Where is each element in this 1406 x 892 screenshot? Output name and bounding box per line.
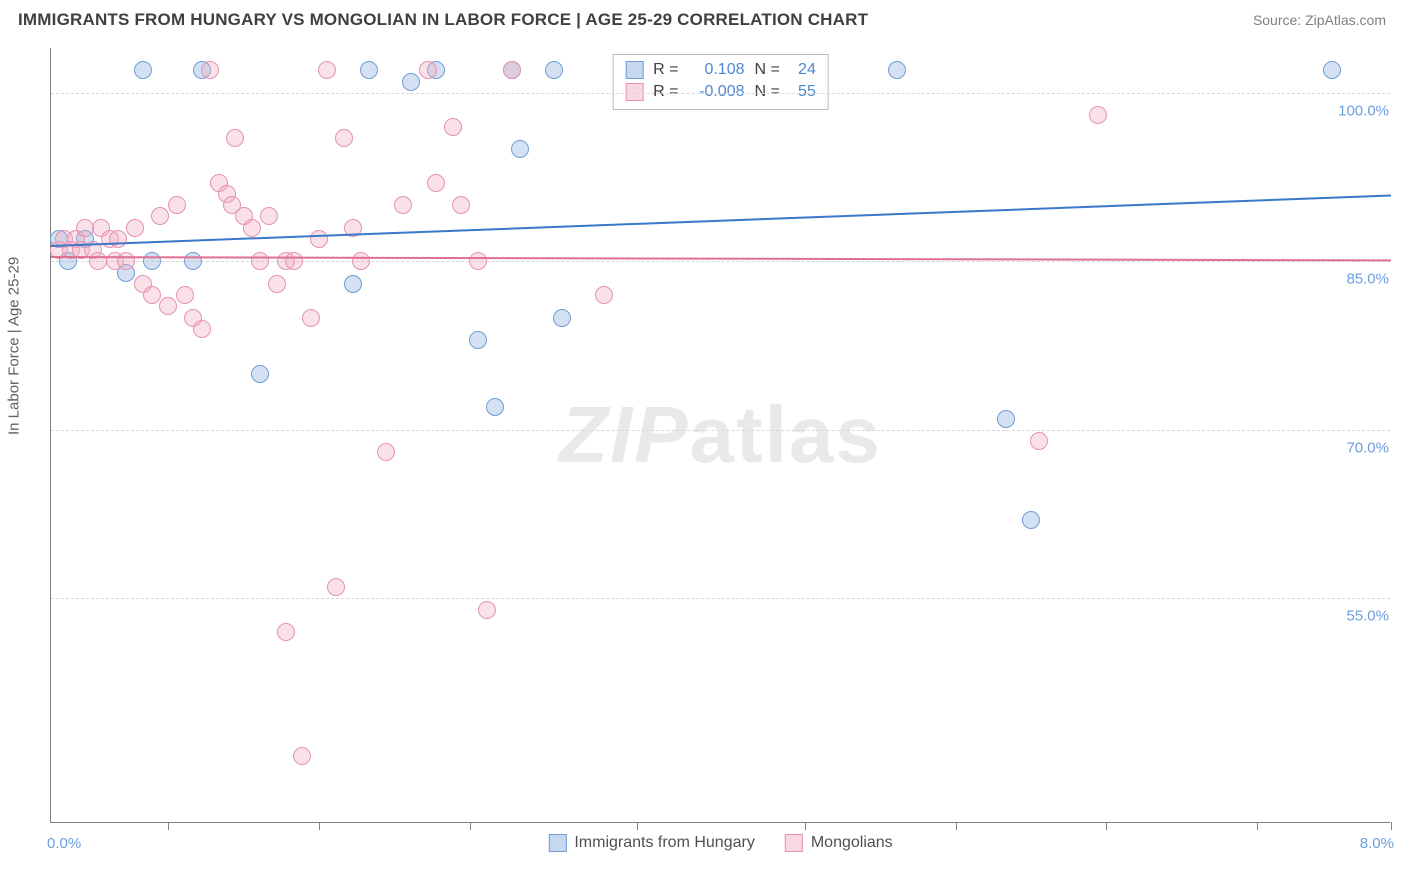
data-point [419, 61, 437, 79]
data-point [151, 207, 169, 225]
stat-row-blue: R = 0.108 N = 24 [625, 59, 816, 81]
x-axis-tick [637, 822, 638, 830]
y-axis-title: In Labor Force | Age 25-29 [6, 257, 23, 435]
data-point [310, 230, 328, 248]
data-point [302, 309, 320, 327]
data-point [352, 252, 370, 270]
data-point [184, 252, 202, 270]
data-point [1089, 106, 1107, 124]
data-point [89, 252, 107, 270]
x-axis-tick [1106, 822, 1107, 830]
swatch-blue-icon [548, 834, 566, 852]
data-point [251, 252, 269, 270]
data-point [201, 61, 219, 79]
data-point [176, 286, 194, 304]
data-point [503, 61, 521, 79]
data-point [427, 174, 445, 192]
data-point [469, 331, 487, 349]
gridline [51, 93, 1390, 94]
data-point [327, 578, 345, 596]
y-axis-tick-label: 55.0% [1342, 607, 1393, 626]
chart-header: IMMIGRANTS FROM HUNGARY VS MONGOLIAN IN … [0, 0, 1406, 36]
data-point [1022, 511, 1040, 529]
data-point [545, 61, 563, 79]
data-point [402, 73, 420, 91]
source-attribution: Source: ZipAtlas.com [1253, 12, 1386, 28]
data-point [76, 219, 94, 237]
data-point [478, 601, 496, 619]
data-point [243, 219, 261, 237]
x-axis-tick [805, 822, 806, 830]
data-point [126, 219, 144, 237]
swatch-blue-icon [625, 61, 643, 79]
data-point [553, 309, 571, 327]
data-point [143, 286, 161, 304]
data-point [168, 196, 186, 214]
data-point [595, 286, 613, 304]
data-point [486, 398, 504, 416]
data-point [444, 118, 462, 136]
legend-label: Immigrants from Hungary [574, 834, 755, 852]
scatter-plot-area: ZIPatlas R = 0.108 N = 24 R = -0.008 N =… [50, 48, 1390, 823]
swatch-pink-icon [785, 834, 803, 852]
legend-item-hungary: Immigrants from Hungary [548, 834, 755, 852]
data-point [293, 747, 311, 765]
data-point [268, 275, 286, 293]
data-point [143, 252, 161, 270]
y-axis-tick-label: 100.0% [1334, 101, 1393, 120]
legend-item-mongolians: Mongolians [785, 834, 893, 852]
data-point [318, 61, 336, 79]
data-point [193, 320, 211, 338]
data-point [159, 297, 177, 315]
data-point [394, 196, 412, 214]
x-axis-min-label: 0.0% [47, 835, 81, 852]
data-point [109, 230, 127, 248]
data-point [360, 61, 378, 79]
data-point [1030, 432, 1048, 450]
data-point [377, 443, 395, 461]
data-point [285, 252, 303, 270]
x-axis-max-label: 8.0% [1360, 835, 1394, 852]
x-axis-tick [956, 822, 957, 830]
data-point [997, 410, 1015, 428]
gridline [51, 430, 1390, 431]
legend-label: Mongolians [811, 834, 893, 852]
data-point [452, 196, 470, 214]
data-point [888, 61, 906, 79]
data-point [469, 252, 487, 270]
y-axis-tick-label: 85.0% [1342, 270, 1393, 289]
data-point [134, 61, 152, 79]
data-point [1323, 61, 1341, 79]
watermark: ZIPatlas [559, 389, 882, 481]
data-point [251, 365, 269, 383]
y-axis-tick-label: 70.0% [1342, 438, 1393, 457]
gridline [51, 598, 1390, 599]
x-axis-tick [470, 822, 471, 830]
x-axis-tick [1391, 822, 1392, 830]
chart-title: IMMIGRANTS FROM HUNGARY VS MONGOLIAN IN … [18, 10, 868, 30]
data-point [117, 252, 135, 270]
x-axis-tick [319, 822, 320, 830]
data-point [511, 140, 529, 158]
data-point [260, 207, 278, 225]
data-point [277, 623, 295, 641]
x-axis-legend: Immigrants from Hungary Mongolians [548, 834, 892, 852]
x-axis-tick [168, 822, 169, 830]
data-point [335, 129, 353, 147]
data-point [226, 129, 244, 147]
x-axis-tick [1257, 822, 1258, 830]
correlation-stat-box: R = 0.108 N = 24 R = -0.008 N = 55 [612, 54, 829, 110]
data-point [344, 275, 362, 293]
